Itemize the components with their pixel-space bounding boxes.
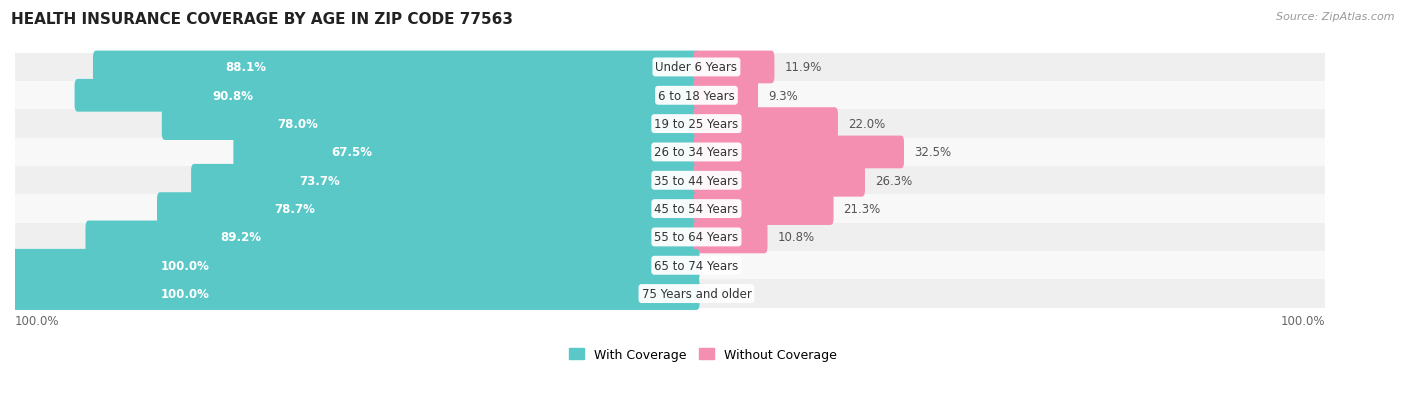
Text: 88.1%: 88.1% — [226, 61, 267, 74]
Text: 26.3%: 26.3% — [875, 174, 912, 188]
FancyBboxPatch shape — [93, 52, 700, 84]
FancyBboxPatch shape — [15, 223, 1326, 252]
Text: 11.9%: 11.9% — [785, 61, 821, 74]
Text: 78.7%: 78.7% — [274, 203, 315, 216]
Text: 21.3%: 21.3% — [844, 203, 880, 216]
Text: 9.3%: 9.3% — [768, 90, 797, 102]
Text: 100.0%: 100.0% — [160, 287, 209, 300]
Text: 78.0%: 78.0% — [277, 118, 318, 131]
FancyBboxPatch shape — [233, 136, 700, 169]
FancyBboxPatch shape — [86, 221, 700, 254]
Text: 6 to 18 Years: 6 to 18 Years — [658, 90, 735, 102]
FancyBboxPatch shape — [15, 252, 1326, 280]
Text: Source: ZipAtlas.com: Source: ZipAtlas.com — [1277, 12, 1395, 22]
Text: 89.2%: 89.2% — [221, 231, 262, 244]
Text: 73.7%: 73.7% — [299, 174, 340, 188]
FancyBboxPatch shape — [693, 221, 768, 254]
FancyBboxPatch shape — [75, 80, 700, 112]
FancyBboxPatch shape — [693, 52, 775, 84]
Text: 55 to 64 Years: 55 to 64 Years — [654, 231, 738, 244]
FancyBboxPatch shape — [693, 164, 865, 197]
Text: 65 to 74 Years: 65 to 74 Years — [654, 259, 738, 272]
FancyBboxPatch shape — [693, 80, 758, 112]
FancyBboxPatch shape — [157, 193, 700, 225]
Legend: With Coverage, Without Coverage: With Coverage, Without Coverage — [564, 343, 842, 366]
FancyBboxPatch shape — [15, 195, 1326, 223]
Text: 26 to 34 Years: 26 to 34 Years — [654, 146, 738, 159]
Text: HEALTH INSURANCE COVERAGE BY AGE IN ZIP CODE 77563: HEALTH INSURANCE COVERAGE BY AGE IN ZIP … — [11, 12, 513, 27]
Text: 75 Years and older: 75 Years and older — [641, 287, 751, 300]
FancyBboxPatch shape — [11, 249, 700, 282]
Text: 100.0%: 100.0% — [160, 259, 209, 272]
Text: 32.5%: 32.5% — [914, 146, 950, 159]
Text: 100.0%: 100.0% — [1281, 314, 1326, 327]
FancyBboxPatch shape — [693, 136, 904, 169]
Text: 0.0%: 0.0% — [710, 287, 740, 300]
FancyBboxPatch shape — [15, 280, 1326, 308]
FancyBboxPatch shape — [693, 108, 838, 141]
Text: 100.0%: 100.0% — [15, 314, 59, 327]
FancyBboxPatch shape — [15, 110, 1326, 138]
Text: 10.8%: 10.8% — [778, 231, 814, 244]
Text: 67.5%: 67.5% — [330, 146, 373, 159]
Text: 19 to 25 Years: 19 to 25 Years — [654, 118, 738, 131]
FancyBboxPatch shape — [15, 82, 1326, 110]
Text: 35 to 44 Years: 35 to 44 Years — [654, 174, 738, 188]
FancyBboxPatch shape — [191, 164, 700, 197]
Text: Under 6 Years: Under 6 Years — [655, 61, 738, 74]
FancyBboxPatch shape — [11, 278, 700, 310]
FancyBboxPatch shape — [162, 108, 700, 141]
FancyBboxPatch shape — [693, 193, 834, 225]
FancyBboxPatch shape — [15, 54, 1326, 82]
Text: 0.0%: 0.0% — [710, 259, 740, 272]
Text: 45 to 54 Years: 45 to 54 Years — [654, 203, 738, 216]
Text: 90.8%: 90.8% — [212, 90, 253, 102]
FancyBboxPatch shape — [15, 138, 1326, 167]
Text: 22.0%: 22.0% — [848, 118, 886, 131]
FancyBboxPatch shape — [15, 167, 1326, 195]
